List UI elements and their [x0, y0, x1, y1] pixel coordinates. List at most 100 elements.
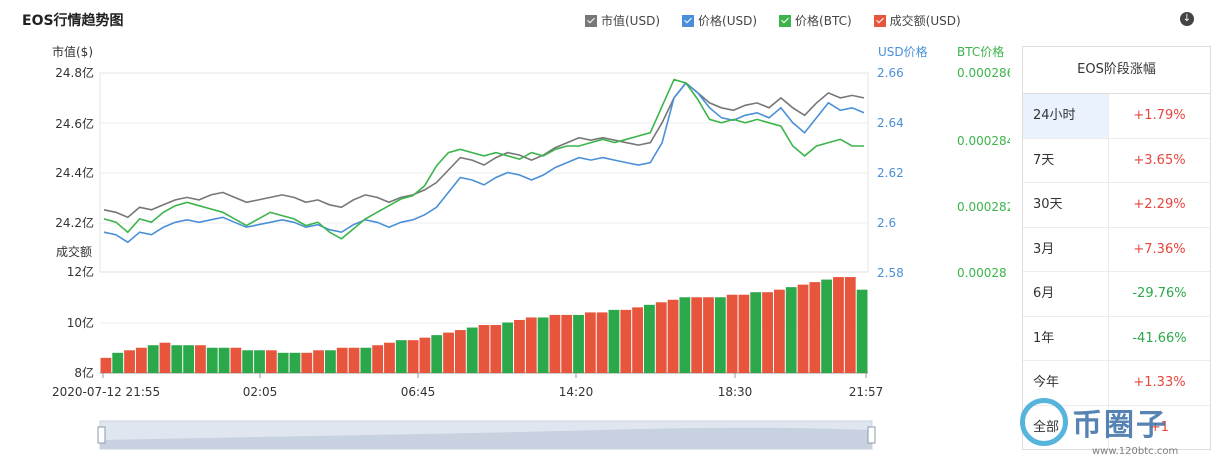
volume-bar — [147, 345, 159, 373]
volume-bar — [419, 337, 431, 373]
volume-bars — [100, 277, 868, 373]
volume-tick-label: 12亿 — [67, 264, 94, 279]
checkbox-icon[interactable] — [873, 14, 886, 27]
checkbox-icon[interactable] — [779, 14, 792, 27]
legend-price-btc[interactable]: 价格(BTC) — [779, 12, 852, 29]
volume-bar — [265, 350, 277, 373]
period-change: +1 — [1149, 419, 1170, 435]
volume-tick-label: 8亿 — [74, 365, 94, 380]
slider-handle-left[interactable] — [97, 426, 106, 444]
volume-bar — [667, 299, 679, 373]
volume-bar — [195, 345, 206, 373]
volume-bar — [856, 289, 868, 373]
checkbox-icon[interactable] — [682, 14, 695, 27]
btc-tick-label: 0.000286 — [957, 66, 1010, 80]
panel-title: EOS阶段涨幅 — [1023, 47, 1210, 94]
volume-bar — [644, 304, 655, 373]
usd-tick-label: 2.6 — [877, 216, 896, 230]
period-row[interactable]: 7天 +3.65% — [1023, 138, 1210, 183]
volume-bar — [443, 332, 454, 373]
volume-bar — [313, 350, 324, 373]
x-tick-label: 2020-07-12 21:55 — [52, 385, 160, 399]
volume-bar — [514, 319, 525, 373]
legend-label: 市值(USD) — [601, 14, 661, 28]
volume-bar — [466, 327, 478, 373]
volume-bar — [655, 302, 667, 373]
volume-bar — [360, 347, 372, 373]
usd-tick-label: 2.66 — [877, 66, 904, 80]
volume-bar — [584, 312, 596, 373]
x-tick-label: 21:57 — [849, 385, 884, 399]
volume-bar — [112, 352, 124, 373]
page-title: EOS行情趋势图 — [22, 13, 124, 29]
volume-bar — [844, 277, 856, 373]
period-row[interactable]: 6月 -29.76% — [1023, 272, 1210, 317]
usd-tick-label: 2.62 — [877, 166, 904, 180]
volume-bar — [171, 345, 183, 373]
usd-tick-label: 2.64 — [877, 116, 904, 130]
period-change: -41.66% — [1132, 330, 1187, 346]
period-row[interactable]: 1年 -41.66% — [1023, 316, 1210, 361]
volume-bar — [797, 284, 809, 373]
legend-market-cap[interactable]: 市值(USD) — [585, 12, 660, 29]
period-change: +7.36% — [1133, 241, 1186, 257]
volume-tick-label: 10亿 — [67, 315, 94, 330]
volume-bar — [608, 309, 620, 373]
period-row[interactable]: 30天 +2.29% — [1023, 183, 1210, 228]
btc-tick-label: 0.00028 — [957, 266, 1007, 280]
volume-bar — [596, 312, 608, 373]
watermark-brand: 币圈子 — [1072, 408, 1168, 443]
period-change: +1.79% — [1133, 108, 1186, 123]
volume-bar — [336, 347, 348, 373]
volume-bar — [809, 282, 821, 373]
volume-bar — [632, 307, 644, 373]
volume-bar — [833, 277, 844, 373]
period-row[interactable]: 24小时 +1.79% — [1023, 94, 1210, 139]
volume-bar — [124, 350, 135, 373]
slider-handle-right[interactable] — [867, 426, 876, 444]
left-tick-label: 24.8亿 — [55, 65, 94, 80]
volume-bar — [135, 347, 147, 373]
watermark: 币圈子 www.120btc.com — [1020, 398, 1178, 457]
left-axis-title: 市值($) — [52, 44, 93, 59]
period-change: +2.29% — [1133, 197, 1186, 212]
download-icon[interactable]: ↓ — [1180, 12, 1194, 26]
period-label: 7天 — [1023, 138, 1109, 182]
usd-tick-label: 2.58 — [877, 266, 904, 280]
volume-bar — [762, 292, 773, 373]
legend-price-usd[interactable]: 价格(USD) — [682, 12, 757, 29]
volume-bar — [183, 345, 195, 373]
volume-bar — [738, 294, 750, 373]
volume-bar — [726, 294, 738, 373]
volume-bar — [785, 287, 797, 373]
volume-bar — [324, 350, 336, 373]
legend-label: 价格(BTC) — [795, 14, 852, 28]
volume-bar — [277, 352, 289, 373]
volume-bar — [620, 309, 632, 373]
volume-bar — [490, 325, 502, 373]
period-label: 3月 — [1023, 227, 1109, 271]
period-label: 今年 — [1023, 361, 1109, 405]
volume-bar — [348, 347, 360, 373]
volume-bar — [159, 342, 171, 373]
period-row[interactable]: 今年 +1.33% — [1023, 361, 1210, 406]
brand-logo-icon — [1020, 398, 1068, 446]
checkbox-icon[interactable] — [585, 14, 597, 27]
volume-bar — [242, 350, 254, 373]
volume-bar — [431, 335, 443, 373]
period-row[interactable]: 3月 +7.36% — [1023, 227, 1210, 272]
btc-tick-label: 0.000282 — [957, 200, 1010, 214]
range-slider — [97, 420, 876, 450]
volume-bar — [773, 289, 785, 373]
left-tick-label: 24.2亿 — [55, 215, 94, 230]
legend-volume[interactable]: 成交额(USD) — [873, 12, 961, 29]
legend-label: 成交额(USD) — [889, 14, 961, 28]
volume-bar — [573, 314, 584, 373]
volume-bar — [821, 279, 833, 373]
volume-bar — [561, 314, 573, 373]
volume-bar — [100, 357, 112, 373]
btc-tick-label: 0.000284 — [957, 134, 1010, 148]
chart-legend: 市值(USD) 价格(USD) 价格(BTC) 成交额(USD) — [585, 12, 961, 29]
x-tick-label: 14:20 — [559, 385, 594, 399]
